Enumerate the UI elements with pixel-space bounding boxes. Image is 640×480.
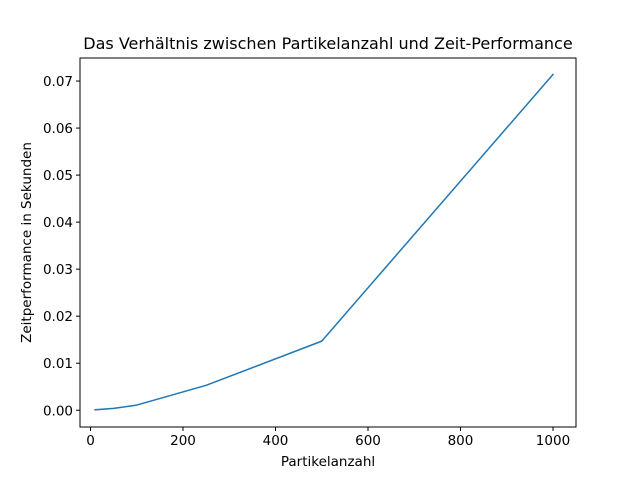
x-tick-label: 600 <box>355 433 381 449</box>
x-tick-label: 800 <box>448 433 474 449</box>
y-tick-label: 0.03 <box>43 262 73 278</box>
y-axis-ticks: 0.00 0.01 0.02 0.03 0.04 0.05 0.06 0.07 <box>43 74 80 419</box>
x-tick-label: 400 <box>263 433 289 449</box>
x-axis-label: Partikelanzahl <box>281 454 375 470</box>
y-tick-label: 0.04 <box>43 215 73 231</box>
x-tick-label: 200 <box>170 433 196 449</box>
y-tick-label: 0.01 <box>43 356 73 372</box>
series-line <box>94 73 555 411</box>
x-tick-label: 0 <box>86 433 95 449</box>
y-tick-label: 0.02 <box>43 309 73 325</box>
y-tick-label: 0.06 <box>43 121 73 137</box>
y-axis-label: Zeitperformance in Sekunden <box>19 142 35 343</box>
x-tick-label: 1000 <box>536 433 570 449</box>
y-tick-label: 0.07 <box>43 74 73 90</box>
y-tick-label: 0.00 <box>43 403 73 419</box>
plot-frame <box>79 57 577 428</box>
chart-title: Das Verhältnis zwischen Partikelanzahl u… <box>83 34 572 53</box>
y-tick-label: 0.05 <box>43 168 73 184</box>
x-axis-ticks: 0 200 400 600 800 1000 <box>86 427 570 449</box>
